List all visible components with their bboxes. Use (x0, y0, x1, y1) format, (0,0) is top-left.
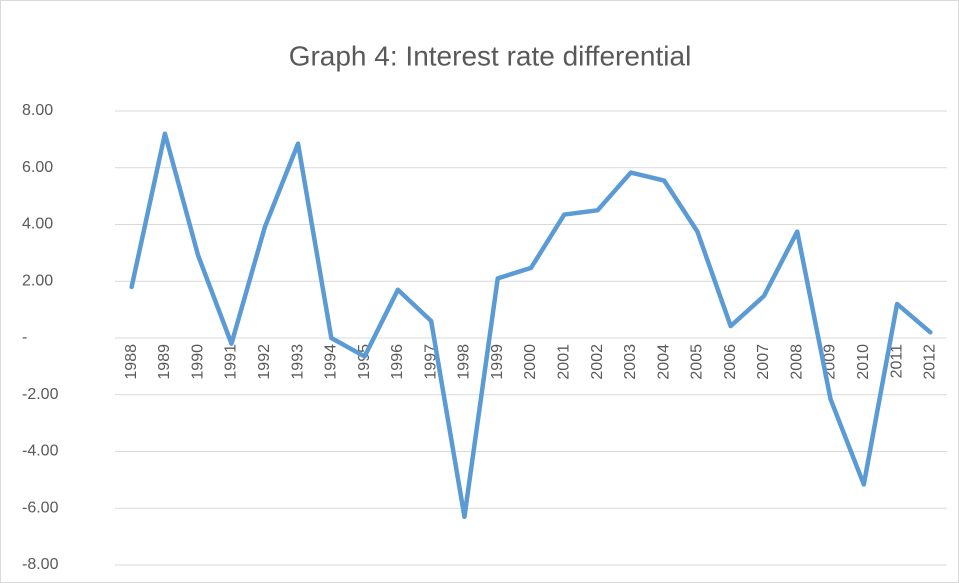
y-tick-label: -6.00 (22, 499, 59, 516)
x-tick-label: 1990 (189, 344, 206, 380)
x-tick-label: 1989 (156, 344, 173, 380)
x-tick-label: 2006 (722, 344, 739, 380)
y-tick-label: - (22, 329, 27, 346)
x-tick-label: 2007 (755, 344, 772, 380)
x-tick-label: 2000 (522, 344, 539, 380)
x-tick-label: 1993 (289, 344, 306, 380)
x-tick-label: 2001 (555, 344, 572, 380)
x-tick-label: 1991 (223, 344, 240, 380)
y-tick-label: 8.00 (22, 102, 53, 119)
x-tick-label: 2003 (622, 344, 639, 380)
y-tick-label: -2.00 (22, 386, 59, 403)
y-tick-label: -4.00 (22, 443, 59, 460)
x-tick-label: 1999 (489, 344, 506, 380)
x-tick-label: 1998 (456, 344, 473, 380)
x-tick-label: 2004 (655, 344, 672, 380)
x-tick-label: 2005 (689, 344, 706, 380)
x-tick-label: 1992 (256, 344, 273, 380)
y-tick-label: 4.00 (22, 216, 53, 233)
chart-title: Graph 4: Interest rate differential (289, 40, 692, 71)
x-tick-label: 2002 (589, 344, 606, 380)
x-tick-label: 1988 (123, 344, 140, 380)
line-series (129, 131, 933, 520)
y-tick-label: 6.00 (22, 159, 53, 176)
y-tick-label: -8.00 (22, 556, 59, 573)
y-tick-label: 2.00 (22, 272, 53, 289)
x-tick-label: 1994 (323, 344, 340, 380)
x-tick-label: 2010 (855, 344, 872, 380)
x-tick-label: 1996 (389, 344, 406, 380)
x-tick-label: 2008 (788, 344, 805, 380)
x-tick-label: 2012 (922, 344, 939, 380)
x-tick-label: 2011 (888, 344, 905, 379)
